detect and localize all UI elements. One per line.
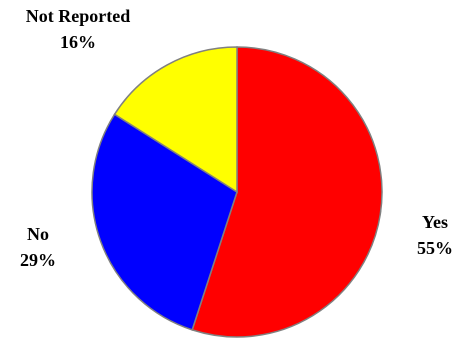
- label-yes-name: Yes: [422, 212, 448, 232]
- pie-labels: Not Reported 16% No 29% Yes 55%: [20, 6, 453, 270]
- label-not-reported-name: Not Reported: [26, 6, 130, 26]
- pie-slice-no: [91, 113, 238, 331]
- label-no-value: 29%: [20, 250, 56, 270]
- pie-slice-yes: [191, 46, 383, 338]
- pie-slice-not-reported: [113, 46, 238, 194]
- pie-slices: [91, 46, 383, 338]
- label-no-name: No: [27, 224, 49, 244]
- label-yes-value: 55%: [417, 238, 453, 258]
- label-not-reported-value: 16%: [60, 32, 96, 52]
